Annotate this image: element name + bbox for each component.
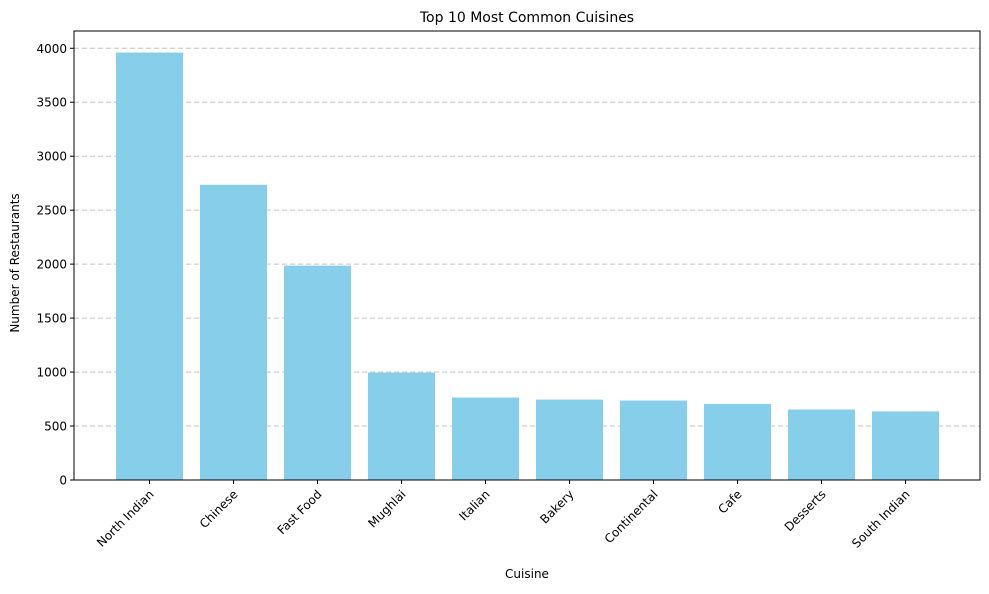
y-tick-label: 4000 xyxy=(36,42,67,56)
y-tick-label: 2500 xyxy=(36,204,67,218)
x-tick-label: Bakery xyxy=(537,487,576,526)
axes xyxy=(73,30,981,481)
bar-continental xyxy=(620,400,687,480)
x-tick-label: Mughlai xyxy=(365,487,408,530)
y-tick-label: 2000 xyxy=(36,258,67,272)
gridlines xyxy=(74,47,980,427)
x-ticks: North Indian Chinese Fast Food Mughlai Itali… xyxy=(94,480,913,551)
x-axis-label: Cuisine xyxy=(505,567,549,581)
y-tick-label: 1000 xyxy=(36,366,67,380)
y-tick-label: 0 xyxy=(59,474,67,488)
x-tick-label: South Indian xyxy=(849,487,912,550)
bar-fast-food xyxy=(284,265,351,480)
bar-bakery xyxy=(536,399,603,480)
bar-desserts xyxy=(788,409,855,480)
x-tick-label: Chinese xyxy=(197,487,241,531)
y-axis-label: Number of Restaurants xyxy=(8,193,22,332)
bars xyxy=(116,52,939,481)
chart-title: Top 10 Most Common Cuisines xyxy=(419,10,634,26)
bar-north-indian xyxy=(116,52,183,480)
plot-frame xyxy=(73,30,981,481)
bar-italian xyxy=(452,397,519,480)
bar-mughlai xyxy=(368,372,435,480)
x-tick-label: Cafe xyxy=(715,487,744,516)
y-tick-label: 3500 xyxy=(36,96,67,110)
bar-cafe xyxy=(704,403,771,480)
x-tick-label: Fast Food xyxy=(275,487,325,537)
x-tick-label: Italian xyxy=(456,487,492,523)
y-tick-label: 500 xyxy=(44,420,67,434)
y-ticks: 0 500 1000 1500 2000 2500 3000 3500 4000 xyxy=(36,42,74,488)
y-tick-label: 1500 xyxy=(36,312,67,326)
y-tick-label: 3000 xyxy=(36,150,67,164)
x-tick-label: Desserts xyxy=(782,487,829,534)
bar-south-indian xyxy=(872,411,939,480)
bar-chinese xyxy=(200,184,267,481)
x-tick-label: North Indian xyxy=(94,487,157,550)
x-tick-label: Continental xyxy=(602,487,661,546)
